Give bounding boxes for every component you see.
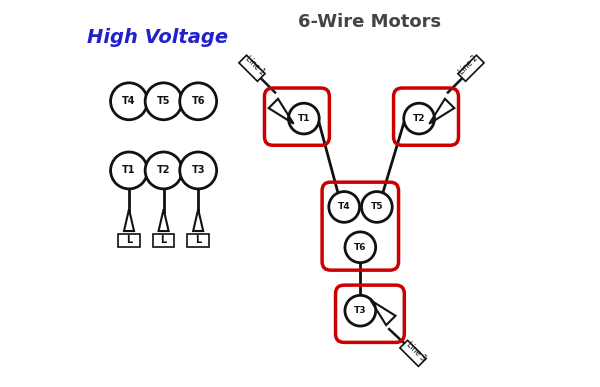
Circle shape xyxy=(361,192,392,222)
Text: T5: T5 xyxy=(157,96,170,106)
Text: Line 3: Line 3 xyxy=(404,340,427,363)
Text: 6-Wire Motors: 6-Wire Motors xyxy=(298,13,441,31)
FancyBboxPatch shape xyxy=(187,234,209,247)
Polygon shape xyxy=(458,55,484,81)
Circle shape xyxy=(110,83,148,120)
Polygon shape xyxy=(239,55,265,81)
Circle shape xyxy=(329,192,359,222)
Text: T2: T2 xyxy=(157,166,170,175)
Text: T4: T4 xyxy=(338,202,350,211)
Text: T6: T6 xyxy=(354,243,367,252)
Text: L: L xyxy=(160,235,167,245)
Circle shape xyxy=(145,152,182,189)
Text: T3: T3 xyxy=(191,166,205,175)
Text: T1: T1 xyxy=(122,166,136,175)
Circle shape xyxy=(345,232,376,263)
Text: L: L xyxy=(195,235,202,245)
Circle shape xyxy=(289,103,319,134)
Text: T6: T6 xyxy=(191,96,205,106)
Text: L: L xyxy=(126,235,132,245)
Text: Line 1: Line 1 xyxy=(244,54,266,77)
Circle shape xyxy=(404,103,434,134)
Circle shape xyxy=(145,83,182,120)
FancyBboxPatch shape xyxy=(153,234,175,247)
Text: T3: T3 xyxy=(354,306,367,315)
Text: High Voltage: High Voltage xyxy=(87,28,229,47)
Circle shape xyxy=(180,83,217,120)
FancyBboxPatch shape xyxy=(118,234,140,247)
Text: Line 2: Line 2 xyxy=(457,54,479,77)
Circle shape xyxy=(345,295,376,326)
Circle shape xyxy=(110,152,148,189)
Text: T5: T5 xyxy=(371,202,383,211)
Polygon shape xyxy=(400,340,426,366)
Text: T2: T2 xyxy=(413,114,425,123)
Text: T1: T1 xyxy=(298,114,310,123)
Text: T4: T4 xyxy=(122,96,136,106)
Circle shape xyxy=(180,152,217,189)
